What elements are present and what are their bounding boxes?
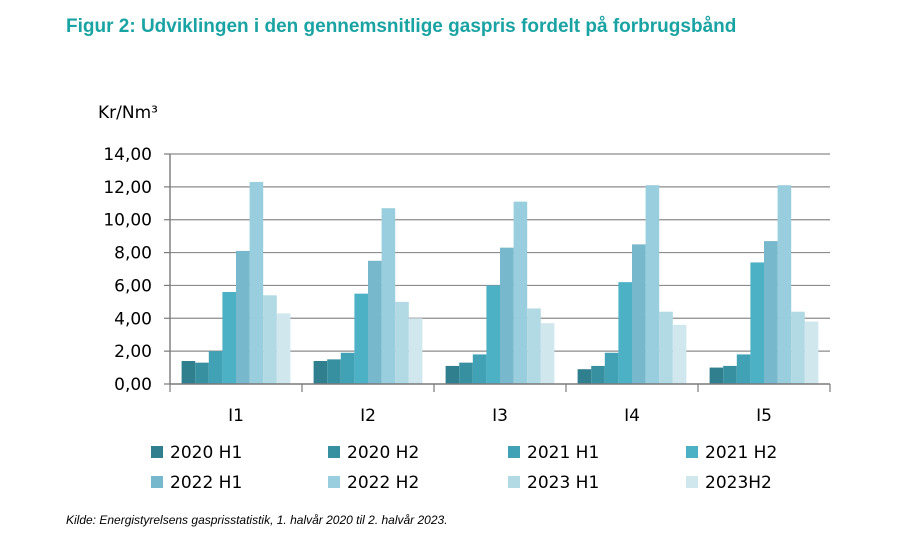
legend-swatch [686, 446, 698, 458]
x-axis-ticks: I1 I2 I3 I4 I5 [228, 406, 772, 426]
x-tick-label: I1 [228, 406, 244, 426]
bar [764, 241, 778, 384]
bar [408, 318, 423, 384]
legend-label: 2023H2 [705, 473, 772, 493]
y-tick-label: 2,00 [114, 342, 152, 362]
bar [723, 365, 737, 384]
bar [181, 361, 196, 384]
legend-label: 2022 H1 [170, 473, 242, 493]
y-tick-label: 4,00 [114, 309, 152, 329]
bar [459, 362, 473, 384]
bar [500, 247, 514, 384]
bar [804, 321, 819, 384]
bar [395, 301, 409, 384]
bar [263, 295, 277, 384]
y-tick-label: 14,00 [103, 145, 152, 165]
bar [276, 313, 291, 384]
bar [222, 292, 236, 384]
legend: 2020 H1 2020 H2 2021 H1 2021 H2 2022 H1 2022 … [151, 443, 777, 493]
bar [540, 323, 555, 384]
bar [591, 365, 605, 384]
bar [195, 362, 209, 384]
x-tick-label: I5 [756, 406, 772, 426]
y-tick-label: 0,00 [114, 375, 152, 395]
legend-swatch [686, 476, 698, 488]
legend-label: 2020 H1 [170, 443, 242, 463]
y-tick-label: 10,00 [103, 211, 152, 231]
source-note: Kilde: Energistyrelsens gasprisstatistik… [66, 513, 448, 527]
legend-swatch [328, 446, 340, 458]
legend-label: 2023 H1 [527, 473, 599, 493]
bar [486, 285, 500, 384]
bar [672, 324, 687, 384]
bar [513, 201, 528, 384]
bar [527, 308, 541, 384]
y-tick-label: 6,00 [114, 276, 152, 296]
y-axis-ticks: 0,00 2,00 4,00 6,00 8,00 10,00 12,00 14,00 [103, 145, 152, 395]
bar [618, 282, 632, 384]
bar [249, 181, 264, 384]
bar [632, 244, 646, 384]
bar [645, 185, 660, 384]
y-axis-title: Kr/Nm³ [98, 103, 158, 123]
bar [368, 260, 382, 384]
bar [208, 351, 223, 384]
legend-swatch [151, 476, 163, 488]
bar [236, 250, 250, 384]
bar [445, 365, 460, 384]
legend-swatch [328, 476, 340, 488]
bar [604, 352, 619, 384]
bar [472, 354, 487, 384]
legend-swatch [508, 446, 520, 458]
x-tick-label: I2 [360, 406, 376, 426]
bar [777, 185, 792, 384]
y-tick-label: 12,00 [103, 178, 152, 198]
legend-label: 2020 H2 [347, 443, 419, 463]
axes [164, 153, 831, 392]
bar [709, 367, 724, 384]
bar [791, 311, 805, 384]
bar [659, 311, 673, 384]
bar [354, 293, 368, 384]
bar [577, 369, 592, 384]
figure-title: Figur 2: Udviklingen i den gennemsnitlig… [66, 16, 737, 37]
x-tick-label: I4 [624, 406, 640, 426]
legend-label: 2022 H2 [347, 473, 419, 493]
bar [327, 359, 341, 384]
legend-swatch [508, 476, 520, 488]
legend-label: 2021 H2 [705, 443, 777, 463]
bar [750, 262, 764, 384]
bar [381, 208, 396, 384]
bar [736, 354, 751, 384]
bar [313, 361, 328, 384]
legend-label: 2021 H1 [527, 443, 599, 463]
x-tick-label: I3 [492, 406, 508, 426]
y-tick-label: 8,00 [114, 244, 152, 264]
legend-swatch [151, 446, 163, 458]
bar [340, 352, 355, 384]
bars [181, 181, 819, 384]
